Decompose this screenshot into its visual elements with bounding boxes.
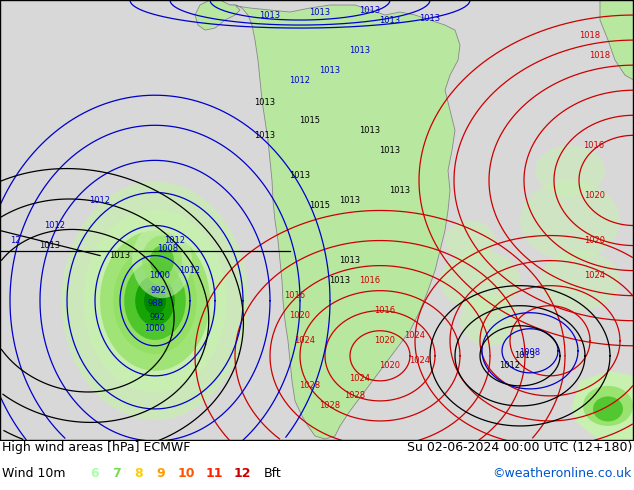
Text: 1024: 1024 [410, 356, 430, 366]
Text: 1013: 1013 [514, 351, 536, 360]
Text: 1018: 1018 [579, 30, 600, 40]
Text: 7: 7 [112, 467, 120, 480]
Ellipse shape [460, 295, 520, 346]
Text: 1013: 1013 [359, 126, 380, 135]
Text: 1012: 1012 [179, 266, 200, 275]
Text: 1015: 1015 [309, 201, 330, 210]
Text: 1012: 1012 [89, 196, 110, 205]
Ellipse shape [61, 181, 249, 420]
Text: 1013: 1013 [110, 251, 131, 260]
Ellipse shape [445, 220, 495, 261]
Ellipse shape [124, 261, 186, 340]
Ellipse shape [520, 180, 620, 261]
Text: 1013: 1013 [330, 276, 351, 285]
Text: 1016: 1016 [359, 276, 380, 285]
Text: 1024: 1024 [295, 336, 316, 345]
Text: 1013: 1013 [349, 46, 370, 54]
Text: 1024: 1024 [585, 271, 605, 280]
Text: 11: 11 [206, 467, 224, 480]
Ellipse shape [84, 210, 226, 392]
Text: 1013: 1013 [420, 14, 441, 23]
Text: 1008: 1008 [519, 348, 541, 357]
Text: 1013: 1013 [320, 66, 340, 74]
Ellipse shape [535, 146, 605, 196]
Text: 1024: 1024 [404, 331, 425, 340]
Text: 1012: 1012 [290, 75, 311, 85]
Text: 1013: 1013 [379, 16, 401, 24]
Text: 6: 6 [90, 467, 99, 480]
Ellipse shape [132, 223, 192, 298]
Text: 1020: 1020 [585, 236, 605, 245]
Text: 1016: 1016 [285, 291, 306, 300]
Text: 12: 12 [234, 467, 252, 480]
Text: 992: 992 [150, 286, 166, 295]
Ellipse shape [593, 396, 623, 421]
Ellipse shape [100, 230, 210, 371]
Text: Su 02-06-2024 00:00 UTC (12+180): Su 02-06-2024 00:00 UTC (12+180) [406, 441, 632, 454]
Text: ©weatheronline.co.uk: ©weatheronline.co.uk [493, 467, 632, 480]
Text: 1008: 1008 [157, 244, 179, 253]
Text: 1020: 1020 [375, 336, 396, 345]
Polygon shape [600, 0, 634, 80]
Text: 1012: 1012 [44, 221, 65, 230]
Text: 1013: 1013 [339, 256, 361, 265]
Text: 10: 10 [178, 467, 195, 480]
Text: 1028: 1028 [320, 401, 340, 411]
Text: 12: 12 [10, 236, 20, 245]
Text: 1028: 1028 [299, 381, 321, 391]
Text: 1013: 1013 [359, 5, 380, 15]
Text: 1028: 1028 [344, 392, 366, 400]
Ellipse shape [583, 386, 633, 426]
Text: 1020: 1020 [380, 361, 401, 370]
Text: 1013: 1013 [254, 98, 276, 107]
Polygon shape [572, 371, 634, 441]
Text: 1018: 1018 [590, 50, 611, 60]
Text: High wind areas [hPa] ECMWF: High wind areas [hPa] ECMWF [2, 441, 190, 454]
Text: 1013: 1013 [389, 186, 411, 195]
Text: 1015: 1015 [299, 116, 321, 125]
Ellipse shape [440, 250, 520, 311]
Polygon shape [230, 5, 460, 439]
Ellipse shape [113, 247, 197, 354]
Text: 1013: 1013 [290, 171, 311, 180]
Ellipse shape [540, 250, 620, 311]
Text: 1013: 1013 [339, 196, 361, 205]
Text: 992: 992 [149, 313, 165, 322]
Text: 1013: 1013 [39, 241, 61, 250]
Text: 9: 9 [156, 467, 165, 480]
Text: 1020: 1020 [290, 311, 311, 320]
Text: 1013: 1013 [254, 131, 276, 140]
Text: Wind 10m: Wind 10m [2, 467, 65, 480]
Ellipse shape [135, 275, 175, 326]
Text: 1012: 1012 [164, 236, 186, 245]
Text: 1013: 1013 [379, 146, 401, 155]
Text: Bft: Bft [264, 467, 281, 480]
Text: 1016: 1016 [375, 306, 396, 315]
Polygon shape [195, 0, 240, 30]
Text: 1024: 1024 [349, 374, 370, 383]
Ellipse shape [144, 287, 166, 315]
Text: 1013: 1013 [309, 7, 330, 17]
Text: 1012: 1012 [500, 361, 521, 370]
Ellipse shape [142, 236, 182, 286]
Text: 988: 988 [147, 299, 163, 308]
Text: 1000: 1000 [145, 324, 165, 333]
Text: 1000: 1000 [150, 271, 171, 280]
Ellipse shape [150, 245, 174, 275]
Text: 1016: 1016 [583, 141, 605, 150]
Text: 8: 8 [134, 467, 143, 480]
Text: 1013: 1013 [259, 10, 281, 20]
Text: 1020: 1020 [585, 191, 605, 200]
